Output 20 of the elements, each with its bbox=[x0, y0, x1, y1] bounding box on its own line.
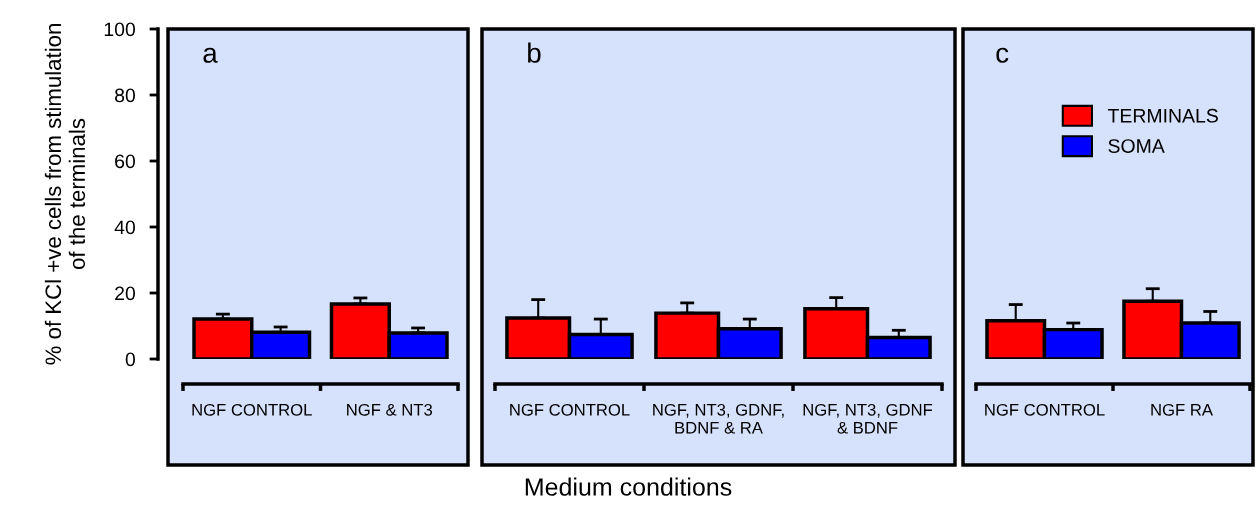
annotation: c bbox=[996, 47, 1009, 63]
x-tick-label: NGF RA bbox=[1151, 403, 1213, 416]
y-tick-label: 0 bbox=[125, 352, 136, 367]
x-axis-title: Medium conditions bbox=[525, 477, 732, 496]
legend-label: SOMA bbox=[1108, 139, 1165, 153]
y-axis-title: % of KCl +ve cells from stimulation of the terminals bbox=[44, 24, 86, 365]
x-tick-label: NGF, NT3, GDNF, BDNF & RA bbox=[653, 403, 784, 434]
annotation: a bbox=[203, 47, 218, 63]
x-tick-label: NGF & NT3 bbox=[347, 403, 433, 416]
x-tick-label: NGF CONTROL bbox=[192, 403, 312, 416]
y-tick-label: 20 bbox=[115, 286, 136, 301]
legend-label: TERMINALS bbox=[1107, 108, 1218, 123]
y-tick-label: 60 bbox=[115, 154, 136, 169]
annotation: b bbox=[528, 42, 541, 63]
x-tick-label: NGF CONTROL bbox=[510, 403, 630, 416]
y-tick-label: 80 bbox=[115, 88, 136, 103]
x-tick-label: NGF, NT3, GDNF & BDNF bbox=[803, 403, 933, 434]
x-tick-label: NGF CONTROL bbox=[985, 403, 1105, 416]
y-tick-label: 40 bbox=[114, 220, 136, 235]
y-tick-label: 100 bbox=[104, 22, 136, 37]
